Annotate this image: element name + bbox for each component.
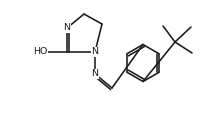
Text: N: N [92,48,98,57]
Text: N: N [92,70,98,78]
Text: N: N [63,23,71,32]
Text: HO: HO [33,48,47,57]
